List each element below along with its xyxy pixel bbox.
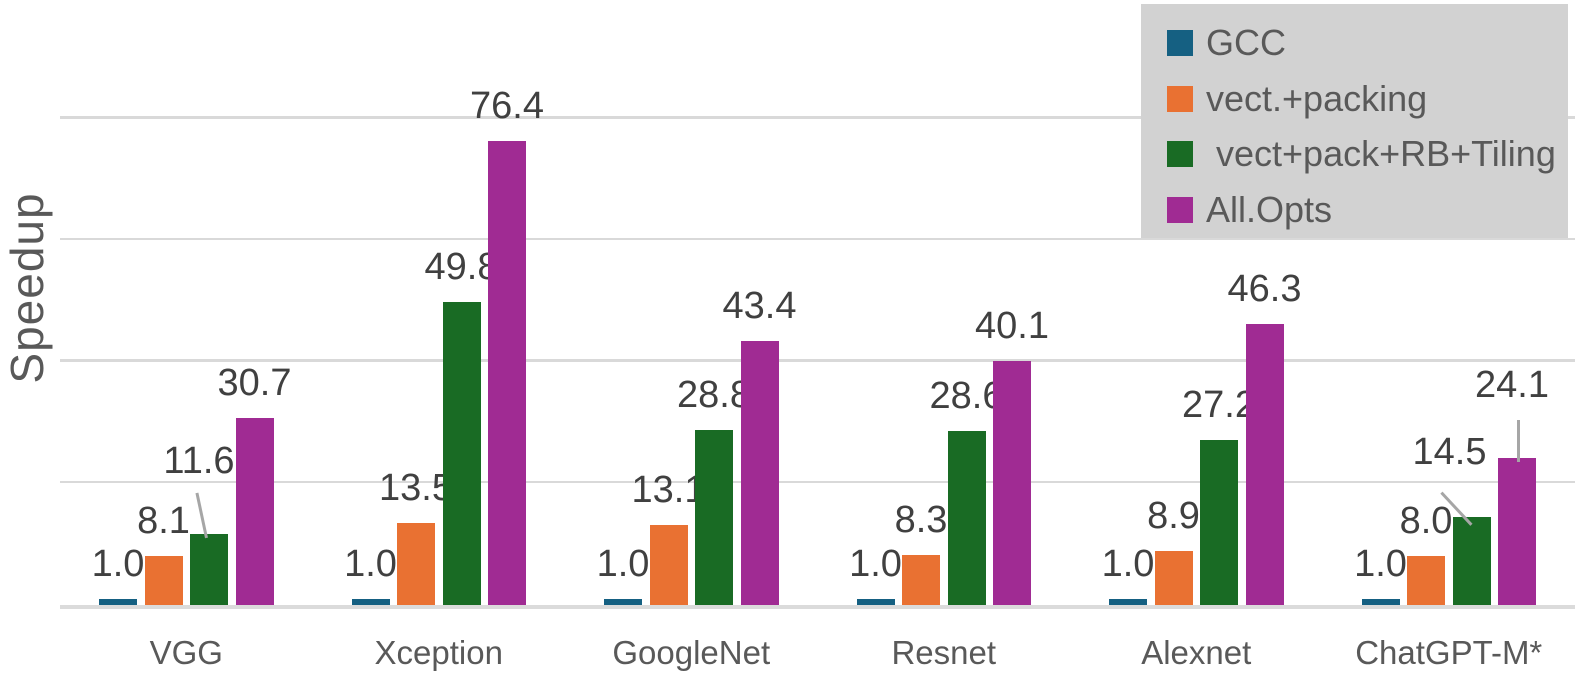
bar	[99, 598, 137, 605]
bar-value-label: 13.1	[631, 469, 706, 512]
x-axis-category-label: Xception	[374, 634, 503, 671]
bar-value-label: 1.0	[344, 542, 397, 585]
legend-swatch	[1167, 197, 1193, 224]
bar	[649, 525, 688, 605]
bar-value-label: 1.0	[596, 542, 650, 585]
bar	[488, 140, 526, 605]
bar-value-label: 1.0	[1354, 542, 1407, 585]
bar-value-label: 8.1	[137, 499, 190, 542]
bar	[1361, 598, 1400, 605]
bar-value-label: 1.0	[849, 542, 902, 585]
gridline	[60, 480, 1575, 484]
legend-swatch	[1167, 141, 1193, 168]
legend-item: vect+pack+RB+Tiling	[1167, 127, 1568, 182]
bar	[1200, 439, 1238, 605]
bar	[695, 429, 733, 605]
bar	[856, 598, 895, 605]
bar-value-label: 14.5	[1412, 430, 1487, 473]
bar	[1154, 550, 1193, 605]
x-axis-category-label: VGG	[149, 634, 223, 671]
y-axis-title: Speedup	[1, 192, 53, 384]
legend-item: vect.+packing	[1167, 71, 1568, 126]
bar	[604, 598, 642, 605]
gridline	[60, 116, 1575, 119]
bar	[740, 341, 779, 605]
x-axis-category-label: ChatGPT-M*	[1355, 634, 1543, 671]
plot-area: 1.0 8.1 11.6 30.7 1.0 13.5 49.8 76.4 1.0 13.1 28.8…	[60, 0, 1575, 609]
bar	[1109, 598, 1147, 605]
x-axis-category-label: Resnet	[891, 634, 997, 671]
x-axis-category-label: GoogleNet	[612, 634, 771, 671]
bar-value-label: 1.0	[1101, 542, 1155, 585]
bar	[902, 554, 940, 605]
bar-value-label: 27.2	[1182, 383, 1256, 426]
bar-value-label: 8.3	[894, 498, 948, 541]
x-axis-category-label: Alexnet	[1141, 634, 1252, 671]
legend-item: All.Opts	[1167, 183, 1568, 238]
bar-value-label: 46.3	[1227, 267, 1302, 310]
bar-value-label: 76.4	[470, 84, 544, 127]
bar-value-label: 43.4	[722, 285, 797, 328]
bar-value-label: 28.8	[677, 373, 751, 416]
bar-value-label: 11.6	[163, 440, 235, 483]
bar-value-label: 30.7	[217, 362, 292, 405]
bar-value-label: 24.1	[1475, 364, 1549, 407]
bar-value-label: 8.0	[1399, 500, 1453, 543]
bar	[993, 361, 1031, 605]
bar	[947, 431, 986, 605]
bar	[1498, 458, 1536, 605]
bar	[144, 555, 183, 605]
legend-item-label: vect+pack+RB+Tiling	[1206, 133, 1556, 175]
gridline	[60, 359, 1575, 362]
legend-swatch	[1167, 85, 1193, 112]
label-leader-line	[195, 493, 208, 539]
bar	[235, 418, 274, 605]
bar	[442, 302, 481, 605]
bar-value-label: 28.6	[929, 375, 1004, 418]
bar-value-label: 40.1	[975, 305, 1049, 348]
legend: GCC vect.+packing vect+pack+RB+Tiling All.…	[1141, 4, 1568, 238]
legend-item-label: GCC	[1206, 21, 1286, 63]
label-leader-line	[1517, 420, 1520, 463]
bar-value-label: 13.5	[379, 466, 453, 509]
legend-swatch	[1167, 29, 1193, 56]
bar	[397, 522, 435, 605]
bar	[190, 534, 228, 605]
bar-value-label: 1.0	[91, 542, 145, 585]
bar-value-label: 49.8	[424, 246, 499, 289]
legend-item-label: All.Opts	[1206, 189, 1333, 231]
bar	[1245, 323, 1284, 605]
bar	[351, 598, 390, 605]
bar	[1407, 556, 1445, 605]
bar-value-label: 8.9	[1147, 494, 1200, 537]
x-axis-line	[60, 605, 1575, 609]
legend-item: GCC	[1167, 15, 1568, 70]
gridline	[60, 237, 1575, 241]
legend-item-label: vect.+packing	[1206, 77, 1428, 119]
bar	[1452, 516, 1491, 605]
